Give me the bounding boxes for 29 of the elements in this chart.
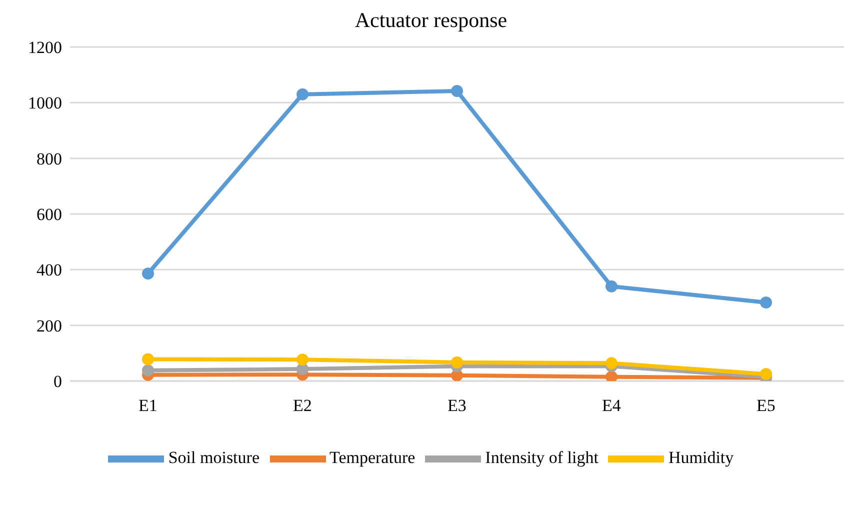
y-tick-label: 800 bbox=[36, 149, 62, 168]
legend-label: Intensity of light bbox=[485, 448, 598, 467]
y-tick-label: 200 bbox=[36, 316, 62, 336]
y-tick-label: 1000 bbox=[28, 94, 62, 113]
legend-label: Temperature bbox=[330, 448, 416, 467]
point bbox=[142, 268, 154, 280]
point bbox=[606, 370, 618, 381]
y-tick-label: 400 bbox=[36, 260, 62, 280]
point bbox=[142, 364, 154, 376]
point bbox=[296, 88, 308, 100]
legend-label: Humidity bbox=[668, 448, 734, 467]
point bbox=[760, 368, 772, 380]
y-tick-label: 0 bbox=[54, 372, 62, 392]
point bbox=[296, 354, 308, 366]
y-tick-label: 1200 bbox=[28, 38, 62, 58]
point bbox=[142, 353, 154, 366]
legend-label: Soil moisture bbox=[168, 448, 260, 467]
x-tick-label: E1 bbox=[138, 396, 158, 416]
x-tick-label: E5 bbox=[756, 396, 776, 416]
x-tick-label: E4 bbox=[602, 396, 622, 416]
point bbox=[451, 356, 463, 368]
point bbox=[606, 357, 618, 370]
point bbox=[760, 296, 772, 309]
x-tick-label: E3 bbox=[448, 396, 466, 416]
point bbox=[451, 84, 463, 97]
x-tick-label: E2 bbox=[293, 396, 312, 416]
y-tick-label: 600 bbox=[36, 205, 62, 224]
point bbox=[606, 280, 618, 292]
chart-title: Actuator response bbox=[354, 8, 508, 33]
